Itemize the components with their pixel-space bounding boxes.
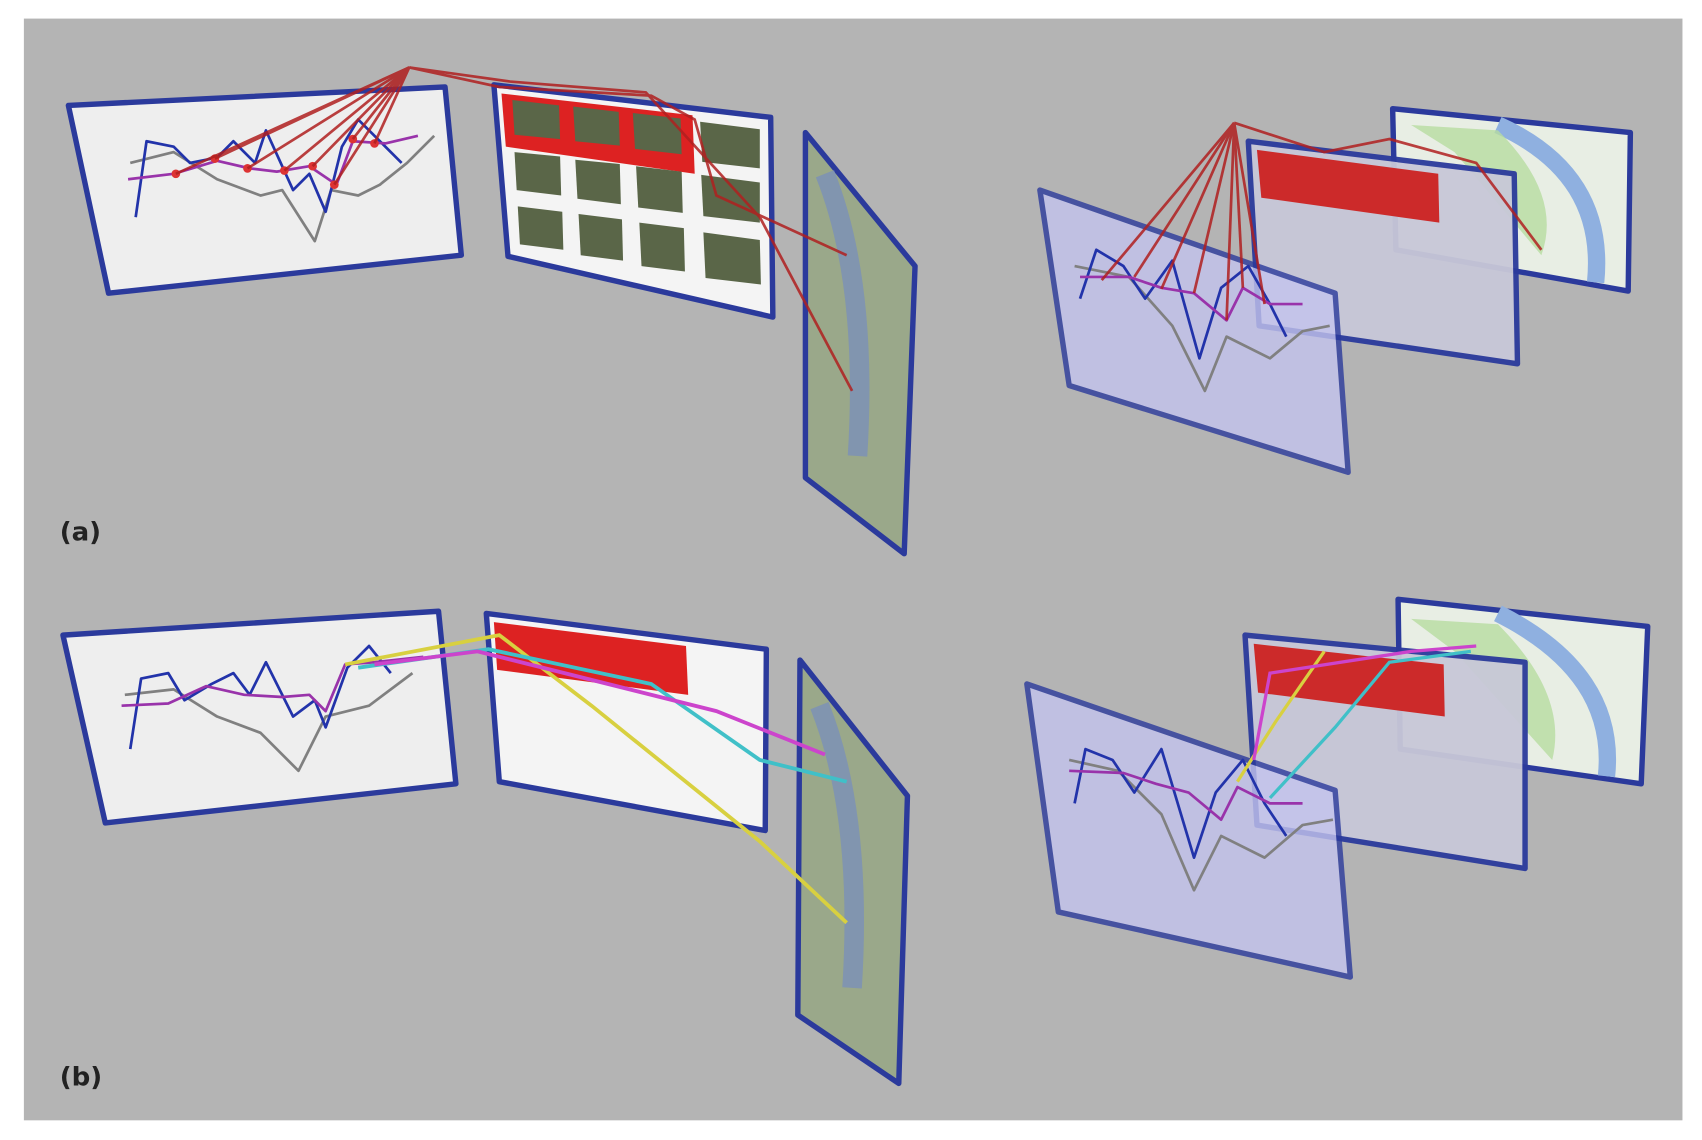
selected-row: [493, 622, 689, 695]
panel-label: (b): [60, 1063, 102, 1093]
link: [1268, 649, 1472, 800]
map-river: [1494, 605, 1617, 778]
group-a-left: [65, 66, 918, 557]
chart-line: [128, 644, 392, 750]
thumbnail: [700, 121, 760, 169]
group-b-left: [60, 608, 911, 1087]
link: [373, 66, 411, 144]
link: [1233, 121, 1543, 251]
map-river: [1494, 117, 1606, 284]
link: [311, 66, 411, 168]
thumbnails: [512, 99, 761, 285]
link: [351, 66, 411, 140]
thumbnail: [632, 113, 682, 155]
thumbnail: [514, 152, 562, 196]
chart-line: [1069, 769, 1303, 822]
link: [214, 66, 410, 160]
chart-panel: [60, 608, 459, 826]
selected-row: [1256, 149, 1440, 223]
thumbnail: [639, 222, 685, 272]
thumbnail: [636, 166, 683, 213]
thumbnail: [701, 174, 760, 223]
map-river: [810, 702, 864, 989]
link: [1192, 122, 1236, 294]
link: [374, 649, 826, 757]
group-a-right: [1037, 105, 1634, 476]
link: [1160, 122, 1236, 290]
link: [1100, 121, 1236, 282]
link: [1252, 644, 1477, 761]
map-park: [1411, 618, 1556, 760]
link: [344, 633, 848, 925]
thumbnail: [578, 213, 624, 261]
thumbnail: [575, 159, 621, 205]
links: [344, 633, 848, 925]
thumbnail: [512, 99, 561, 140]
link: [1236, 650, 1326, 783]
chart-line: [1078, 248, 1288, 360]
link: [408, 66, 848, 257]
thumbnail: [573, 106, 620, 146]
chart-line: [134, 118, 403, 218]
link: [246, 66, 410, 170]
links: [175, 66, 854, 392]
link: [1225, 122, 1236, 321]
thumbnail: [517, 206, 564, 250]
map-river: [815, 170, 870, 457]
link: [283, 66, 411, 172]
group-b-right: [1024, 596, 1651, 980]
link: [1133, 122, 1236, 278]
panel-label: (a): [60, 518, 101, 548]
chart-panel: [65, 84, 465, 296]
link: [409, 66, 854, 392]
chart-line: [129, 134, 436, 243]
link: [333, 66, 411, 186]
link: [1232, 122, 1266, 305]
chart-line: [127, 134, 419, 187]
thumbnail: [703, 232, 761, 285]
links: [1236, 644, 1477, 800]
links: [1100, 121, 1543, 321]
map-park: [1411, 124, 1547, 256]
link: [1232, 122, 1245, 288]
chart-line: [1073, 747, 1288, 860]
